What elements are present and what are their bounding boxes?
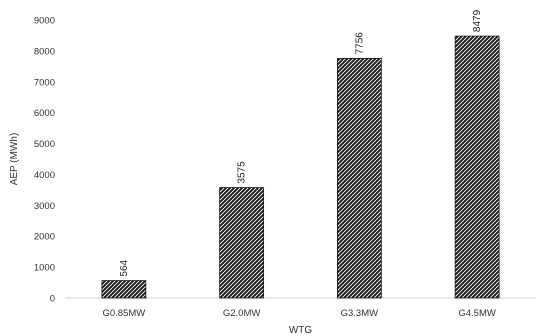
x-tick-label: G3.3MW xyxy=(341,308,379,319)
y-tick-label: 1000 xyxy=(34,263,55,274)
bars: 564 3575 7756 8479 xyxy=(101,9,500,299)
y-tick-label: 0 xyxy=(50,294,55,305)
y-axis-title: AEP (MWh) xyxy=(9,133,20,186)
x-tick-label: G0.85MW xyxy=(102,308,145,319)
bar-g3-3mw xyxy=(336,58,382,299)
data-label: 7756 xyxy=(354,32,365,55)
y-tick-label: 3000 xyxy=(34,201,55,212)
x-axis: G0.85MW G2.0MW G3.3MW G4.5MW xyxy=(102,308,495,319)
bar-g2-0mw xyxy=(219,187,265,299)
x-tick-label: G4.5MW xyxy=(458,308,496,319)
y-tick-label: 8000 xyxy=(34,46,55,57)
y-tick-label: 6000 xyxy=(34,108,55,119)
y-tick-label: 5000 xyxy=(34,139,55,150)
data-label: 8479 xyxy=(472,9,483,32)
data-label: 564 xyxy=(119,259,130,276)
y-axis: 0 1000 2000 3000 4000 5000 6000 7000 8000 9000 xyxy=(34,16,55,305)
data-label: 3575 xyxy=(237,161,248,184)
y-tick-label: 4000 xyxy=(34,170,55,181)
x-axis-title: WTG xyxy=(289,325,313,336)
y-tick-label: 7000 xyxy=(34,77,55,88)
y-tick-label: 9000 xyxy=(34,16,55,27)
bar-g4-5mw xyxy=(454,35,500,299)
bar-g0-85mw xyxy=(101,280,147,299)
y-tick-label: 2000 xyxy=(34,232,55,243)
x-tick-label: G2.0MW xyxy=(223,308,261,319)
